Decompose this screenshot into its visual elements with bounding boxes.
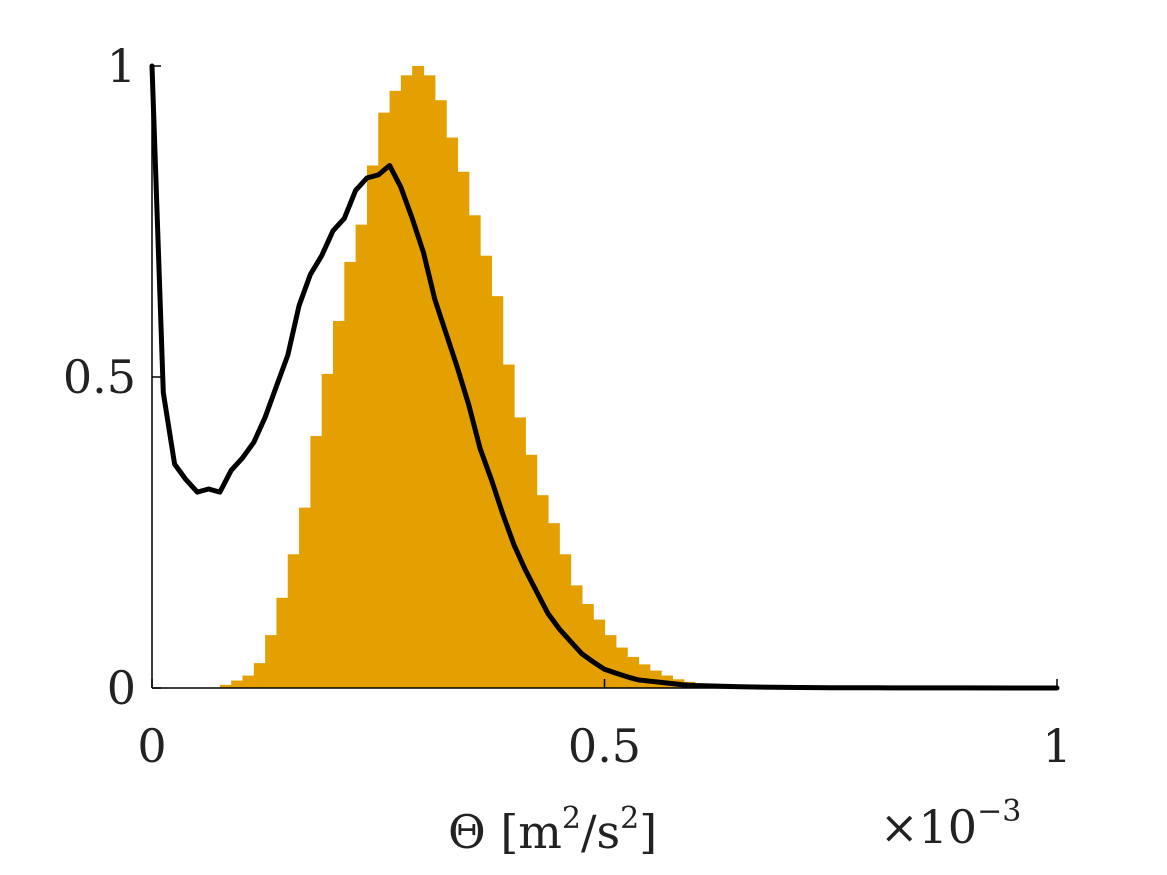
line-series bbox=[149, 63, 1060, 691]
x-tick-label: 0.5 bbox=[568, 719, 641, 773]
histogram-bar bbox=[559, 554, 572, 688]
x-axis-multiplier: ×10−3 bbox=[880, 794, 1021, 854]
histogram-bars bbox=[219, 66, 741, 689]
x-ticks: 0 0.5 1 bbox=[137, 679, 1072, 773]
histogram-bar bbox=[412, 66, 425, 688]
y-tick-label: 1 bbox=[107, 39, 136, 93]
histogram-bar bbox=[299, 507, 311, 688]
x-axis-label: Θ [m2/s2] bbox=[448, 801, 657, 859]
histogram-bar bbox=[400, 75, 413, 688]
histogram-bar bbox=[389, 90, 402, 688]
histogram-bar bbox=[570, 585, 583, 688]
x-tick-label: 0 bbox=[137, 719, 166, 773]
histogram-bar bbox=[593, 619, 606, 688]
histogram-bar bbox=[423, 75, 436, 688]
x-tick-label: 1 bbox=[1042, 719, 1071, 773]
histogram-bar bbox=[276, 597, 289, 688]
y-tick-label: 0 bbox=[107, 661, 136, 715]
histogram-bar bbox=[615, 647, 628, 688]
histogram-bar bbox=[627, 656, 640, 688]
histogram-bar bbox=[344, 261, 357, 688]
histogram-bar bbox=[536, 495, 549, 688]
histogram-bar bbox=[604, 635, 617, 688]
histogram-bar bbox=[355, 224, 368, 689]
histogram-bar bbox=[321, 373, 334, 688]
y-ticks: 00.51 bbox=[63, 39, 161, 715]
histogram-bar bbox=[231, 680, 244, 688]
histogram-bar bbox=[333, 321, 345, 688]
histogram-bar bbox=[219, 684, 232, 688]
histogram-bar bbox=[581, 604, 594, 688]
histogram-bar bbox=[434, 100, 447, 688]
histogram-bar bbox=[525, 454, 538, 688]
histogram-bar bbox=[547, 523, 560, 688]
histogram-bar bbox=[378, 112, 391, 688]
histogram-bar bbox=[638, 664, 651, 688]
histogram-bar bbox=[649, 670, 662, 688]
histogram-bar bbox=[287, 554, 300, 688]
histogram-bar bbox=[468, 215, 481, 688]
histogram-bar bbox=[366, 165, 379, 688]
histogram-bar bbox=[242, 675, 255, 688]
y-tick-label: 0.5 bbox=[63, 350, 136, 404]
histogram-bar bbox=[310, 436, 323, 688]
histogram-bar bbox=[446, 137, 459, 688]
histogram-bar bbox=[457, 171, 470, 689]
histogram-bar bbox=[253, 663, 266, 688]
histogram-bar bbox=[265, 635, 278, 688]
